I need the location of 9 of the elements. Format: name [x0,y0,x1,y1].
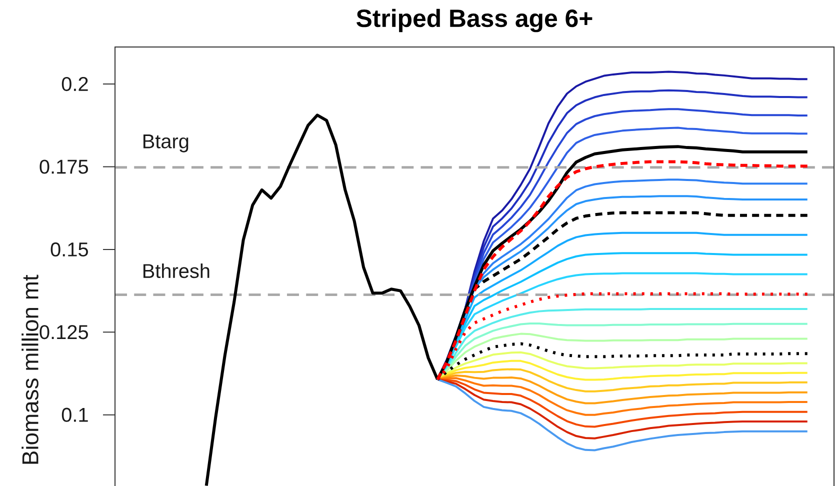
y-tick-label: 0.125 [40,325,88,340]
y-tick-label: 0.1 [62,408,88,422]
y-tick-label: 0.15 [50,242,88,256]
ref-line-label: Btarg [143,134,188,152]
y-axis-title: Biomass million mt [22,274,38,464]
y-tick-label: 0.175 [40,160,88,174]
chart-title: Striped Bass age 6+ [356,8,592,32]
y-tick-label: 0.2 [62,76,88,92]
ref-line-label: Bthresh [143,263,210,278]
